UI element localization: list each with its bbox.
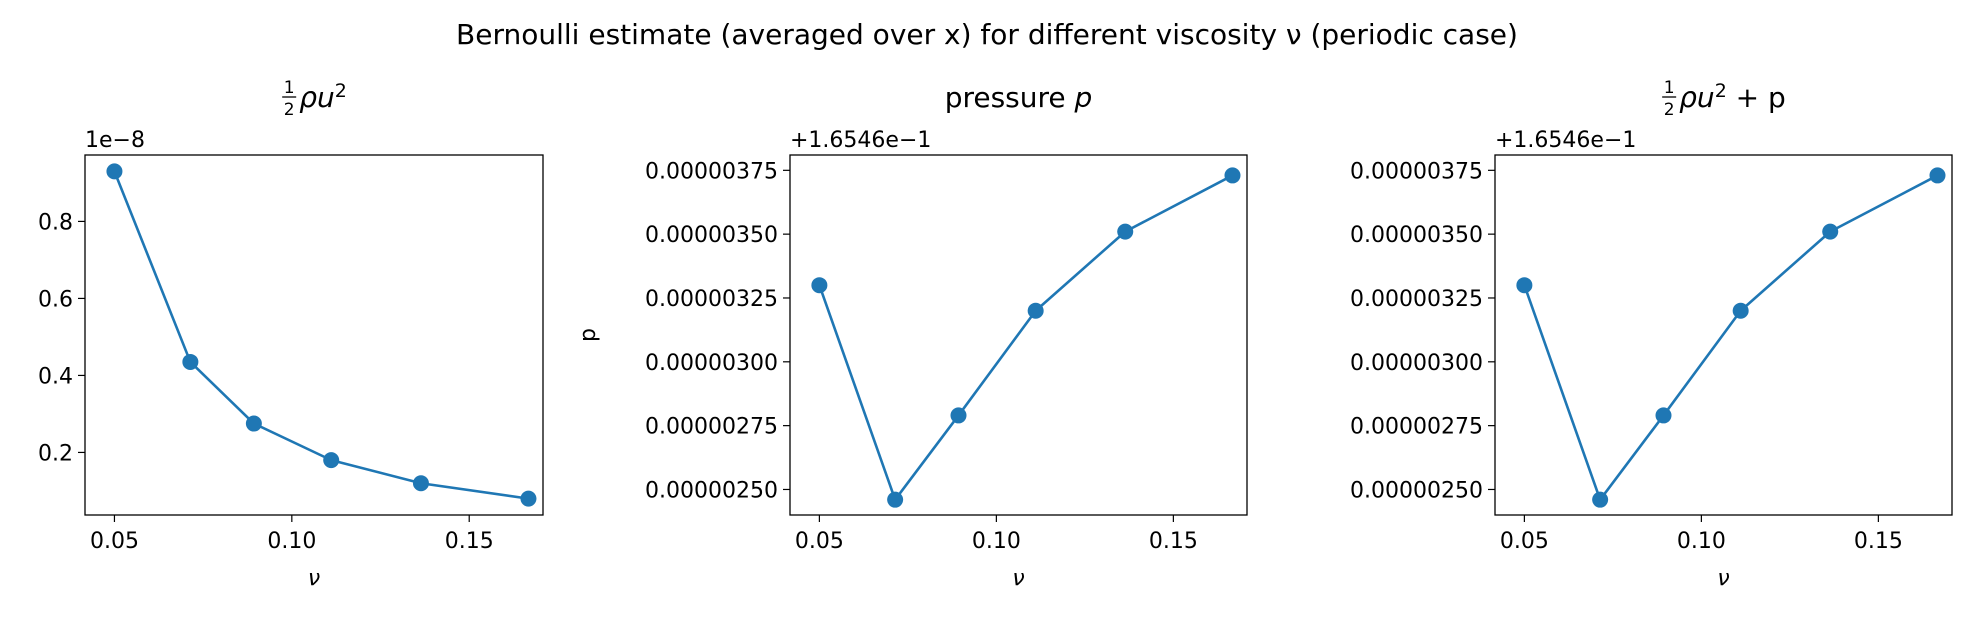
title-fraction-numerator: 1 <box>284 78 295 98</box>
data-point <box>106 163 123 180</box>
data-point <box>412 475 429 492</box>
axes-frame <box>1494 154 1953 516</box>
figure-suptitle: Bernoulli estimate (averaged over x) for… <box>456 18 1518 51</box>
x-tick-label: 0.10 <box>267 529 316 554</box>
x-tick-label: 0.15 <box>1149 529 1198 554</box>
series-line <box>818 174 1234 501</box>
y-tick-label: 0.00000325 <box>1350 287 1483 312</box>
y-tick-label: 0.00000250 <box>645 478 778 503</box>
axes-frame <box>789 154 1248 516</box>
y-tick-label: 0.2 <box>38 441 73 466</box>
x-tick-label: 0.10 <box>972 529 1021 554</box>
data-point <box>1655 407 1672 424</box>
x-tick-label: 0.05 <box>1500 529 1549 554</box>
y-tick-label: 0.4 <box>38 364 73 389</box>
x-axis-label: ν <box>1717 566 1729 591</box>
chart-panel-2: pressure p +1.6546e−1 0.05 0.10 0.15 0.000002… <box>576 81 1248 591</box>
x-tick-label: 0.05 <box>90 529 139 554</box>
y-tick-label: 0.00000300 <box>645 351 778 376</box>
svg-text:ρu2 + p: ρu2 + p <box>1679 80 1786 114</box>
series-line <box>1523 174 1939 501</box>
data-point <box>1027 302 1044 319</box>
y-tick-label: 0.00000275 <box>645 415 778 440</box>
panel-title: pressure p <box>945 81 1093 114</box>
data-point <box>182 353 199 370</box>
y-tick-label: 0.00000375 <box>645 159 778 184</box>
data-point <box>323 452 340 469</box>
data-point <box>811 277 828 294</box>
x-axis-label: ν <box>1012 566 1024 591</box>
x-tick-label: 0.10 <box>1677 529 1726 554</box>
y-tick-label: 0.00000300 <box>1350 351 1483 376</box>
title-fraction-denominator: 2 <box>284 100 295 120</box>
data-point <box>1224 167 1241 184</box>
data-point <box>1822 223 1839 240</box>
data-point <box>887 491 904 508</box>
data-point <box>1516 277 1533 294</box>
y-tick-label: 0.00000250 <box>1350 478 1483 503</box>
y-offset-label: 1e−8 <box>85 128 145 153</box>
y-offset-label: +1.6546e−1 <box>1495 128 1636 153</box>
panel-title: ρu2 + p12 <box>1662 78 1786 120</box>
title-fraction-numerator: 1 <box>1664 78 1675 98</box>
y-tick-label: 0.00000350 <box>1350 223 1483 248</box>
data-point <box>245 415 262 432</box>
y-tick-label: 0.00000375 <box>1350 159 1483 184</box>
chart-panel-3: ρu2 + p12 +1.6546e−1 0.05 0.10 0.15 0.0000025… <box>1350 78 1953 591</box>
data-point <box>1929 167 1946 184</box>
data-point <box>1732 302 1749 319</box>
y-axis-label: p <box>576 328 601 342</box>
x-tick-label: 0.15 <box>1854 529 1903 554</box>
data-point <box>520 490 537 507</box>
y-tick-label: 0.8 <box>38 210 73 235</box>
data-point <box>950 407 967 424</box>
y-tick-label: 0.00000350 <box>645 223 778 248</box>
axes-frame <box>84 154 544 516</box>
y-tick-label: 0.00000275 <box>1350 415 1483 440</box>
y-tick-label: 0.6 <box>38 287 73 312</box>
y-tick-label: 0.00000325 <box>645 287 778 312</box>
x-tick-label: 0.05 <box>795 529 844 554</box>
y-offset-label: +1.6546e−1 <box>790 128 931 153</box>
title-fraction-denominator: 2 <box>1664 100 1675 120</box>
series-line <box>113 170 529 500</box>
data-point <box>1592 491 1609 508</box>
svg-text:ρu2: ρu2 <box>299 80 347 114</box>
x-tick-label: 0.15 <box>445 529 494 554</box>
x-axis-label: ν <box>308 566 320 591</box>
data-point <box>1117 223 1134 240</box>
